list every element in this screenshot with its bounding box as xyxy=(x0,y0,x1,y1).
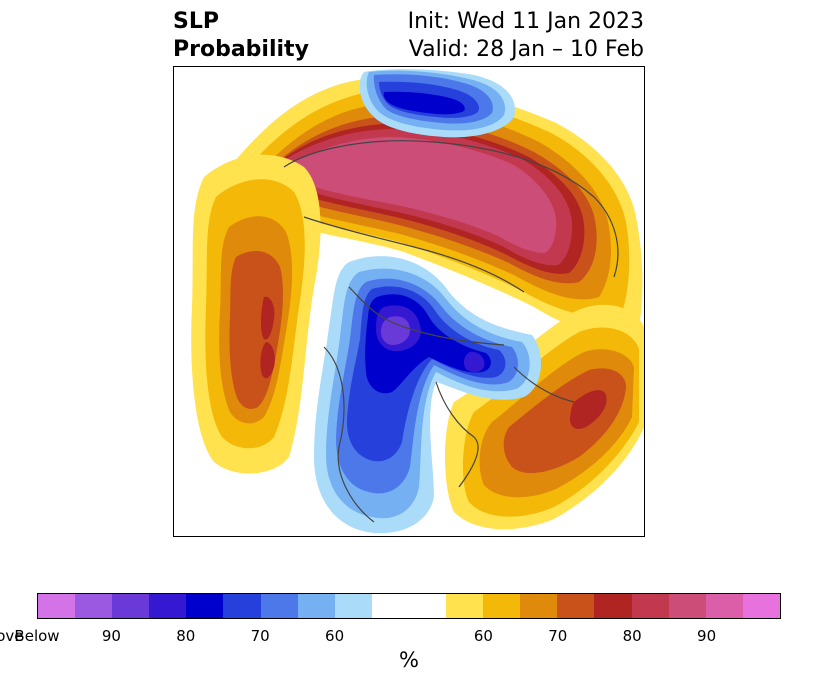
below-region-siberia xyxy=(359,69,515,138)
colorbar-segment xyxy=(371,594,447,618)
colorbar-tick-label: 80 xyxy=(622,627,642,645)
colorbar-segment xyxy=(112,594,150,618)
map-date-info: Init: Wed 11 Jan 2023 Valid: 28 Jan – 10… xyxy=(408,8,644,64)
colorbar-segment xyxy=(631,594,669,618)
colorbar-tick-label: 90 xyxy=(101,627,121,645)
colorbar-segment xyxy=(186,594,224,618)
colorbar-tick-label: 90 xyxy=(697,627,717,645)
above-region-atlantic xyxy=(445,304,644,530)
below-region-arctic xyxy=(314,256,542,534)
init-date: Init: Wed 11 Jan 2023 xyxy=(407,9,644,34)
colorbar-tick-label: Above xyxy=(0,627,24,645)
valid-range: Valid: 28 Jan – 10 Feb xyxy=(408,37,644,62)
colorbar-segment xyxy=(705,594,743,618)
colorbar-segment xyxy=(223,594,261,618)
colorbar-segment xyxy=(297,594,335,618)
coastlines xyxy=(283,140,619,523)
title-product: Probability xyxy=(173,37,309,62)
above-region-eurasia xyxy=(226,78,643,335)
colorbar-segment xyxy=(742,594,780,618)
colorbar-segment xyxy=(594,594,632,618)
colorbar-tick-label: Below xyxy=(14,627,60,645)
title-variable: SLP xyxy=(173,9,219,34)
colorbar-tick-label: 80 xyxy=(176,627,196,645)
colorbar-tick-label: 70 xyxy=(548,627,568,645)
colorbar-segment xyxy=(520,594,558,618)
colorbar-segment xyxy=(260,594,298,618)
map-svg xyxy=(191,69,644,534)
probability-map xyxy=(173,66,645,537)
colorbar-tick-label: 60 xyxy=(473,627,493,645)
colorbar-segment xyxy=(334,594,372,618)
colorbar-unit-label: % xyxy=(399,648,419,672)
colorbar-segment xyxy=(149,594,187,618)
colorbar-tick-labels: Below 90 80 70 60 60 70 80 90 Above xyxy=(0,627,819,647)
colorbar-segment xyxy=(38,594,76,618)
above-region-pacific xyxy=(191,154,321,474)
colorbar-segment xyxy=(483,594,521,618)
colorbar-segment xyxy=(446,594,484,618)
colorbar-tick-label: 60 xyxy=(325,627,345,645)
colorbar xyxy=(37,593,781,619)
colorbar-segment xyxy=(668,594,706,618)
colorbar-tick-label: 70 xyxy=(250,627,270,645)
map-title: SLP Probability xyxy=(173,8,309,64)
colorbar-segment xyxy=(557,594,595,618)
colorbar-segment xyxy=(75,594,113,618)
